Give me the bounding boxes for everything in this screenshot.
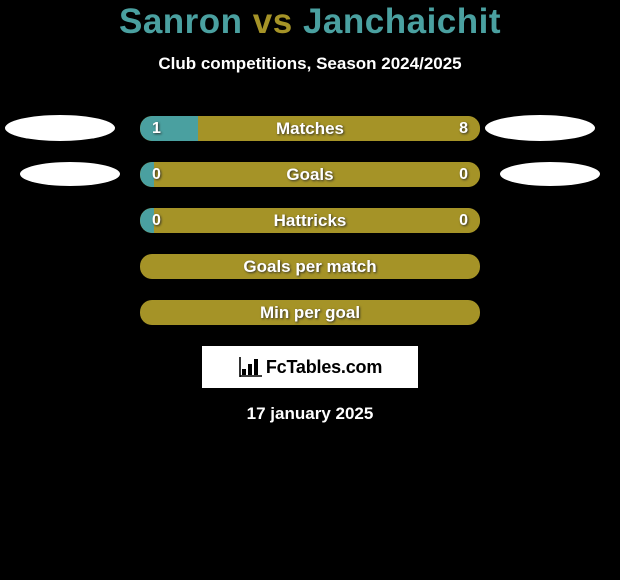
comparison-chart: Matches18 Goals00 Hattricks00 Goals per mat… — [0, 116, 620, 325]
stat-bar: Goals per match — [140, 254, 480, 279]
bar-segment-left — [140, 208, 154, 233]
bar-segment-right — [198, 116, 480, 141]
stat-label: Goals per match — [140, 254, 480, 279]
stat-row: Matches18 — [0, 116, 620, 141]
stat-label: Goals — [140, 162, 480, 187]
avatar — [5, 115, 115, 141]
stat-bar: Goals00 — [140, 162, 480, 187]
stat-label: Min per goal — [140, 300, 480, 325]
stats-infographic: Sanron vs Janchaichit Club competitions,… — [0, 0, 620, 580]
subtitle-text: Club competitions, Season 2024/2025 — [0, 54, 620, 74]
avatar — [485, 115, 595, 141]
title-player2: Janchaichit — [303, 2, 501, 41]
avatar — [500, 162, 600, 186]
logo-box: FcTables.com — [202, 346, 418, 388]
stat-bar: Matches18 — [140, 116, 480, 141]
stat-bar: Min per goal — [140, 300, 480, 325]
bars-icon — [238, 357, 262, 377]
stat-row: Goals00 — [0, 162, 620, 187]
logo: FcTables.com — [238, 357, 382, 378]
stat-row: Goals per match — [0, 254, 620, 279]
stat-label: Hattricks — [140, 208, 480, 233]
avatar — [20, 162, 120, 186]
stat-row: Hattricks00 — [0, 208, 620, 233]
bar-segment-right — [466, 162, 480, 187]
stat-row: Min per goal — [0, 300, 620, 325]
bar-segment-left — [140, 162, 154, 187]
bar-segment-left — [140, 116, 198, 141]
bar-segment-right — [466, 208, 480, 233]
date-text: 17 january 2025 — [0, 404, 620, 424]
logo-text: FcTables.com — [266, 357, 382, 378]
page-title: Sanron vs Janchaichit — [0, 2, 620, 42]
title-vs: vs — [253, 2, 293, 41]
title-player1: Sanron — [119, 2, 243, 41]
stat-bar: Hattricks00 — [140, 208, 480, 233]
